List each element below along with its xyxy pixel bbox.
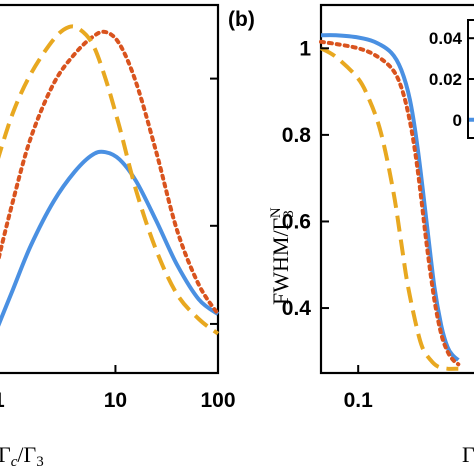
panel-a-xlabel: Γc/Γ3 <box>0 442 44 470</box>
panel-b-axes-frame <box>319 3 474 375</box>
panel-b-ytick-label: 1 <box>299 37 311 60</box>
panel-b-xtick-label: 0.1 <box>344 389 374 412</box>
panel-b-ticks: 0.1 1 0.8 0.6 0.4 <box>282 37 373 412</box>
svg-text:FWHM/Γ3N: FWHM/Γ3N <box>268 207 297 305</box>
panel-b-ytick-label: 0.8 <box>282 124 312 147</box>
panel-b-series-dotted-line <box>319 39 461 367</box>
panel-b-inset: 0.04 0.02 0 <box>429 19 474 139</box>
panel-a-series-solid-line <box>0 149 220 327</box>
panel-b-ytick-label: 0.6 <box>282 210 311 233</box>
panel-b: (b) 0.1 1 0.8 0.6 0.4 FWHM/Γ3N Γ 0.04 0.02 0 <box>228 3 474 467</box>
panel-b-series-dashed-line <box>320 46 459 371</box>
inset-ytick-label: 0 <box>453 111 462 130</box>
inset-content: 0.04 0.02 0 <box>429 29 474 130</box>
panel-a-xtick-1-partial: 1 <box>0 389 5 412</box>
panel-a-series-group <box>0 24 220 336</box>
panel-a-series-dotted-line <box>0 29 220 317</box>
panel-a-axes-frame <box>0 3 220 375</box>
panel-a-series-dashed-line <box>0 24 220 336</box>
panel-b-label: (b) <box>228 8 255 31</box>
panel-b-xlabel-partial: Γ <box>462 442 474 467</box>
panel-b-ytick-label: 0.4 <box>282 297 312 320</box>
panel-b-ylabel: FWHM/Γ3N <box>268 207 297 305</box>
panel-a: 10 100 1 Γc/Γ3 <box>0 3 236 470</box>
panel-a-xtick-label: 100 <box>200 389 235 412</box>
inset-ytick-label: 0.02 <box>429 70 462 89</box>
panel-b-series-group <box>319 33 461 371</box>
inset-ytick-label: 0.04 <box>429 29 463 48</box>
panel-a-xtick-label: 10 <box>104 389 127 412</box>
panel-a-ticks: 10 100 <box>104 77 236 412</box>
